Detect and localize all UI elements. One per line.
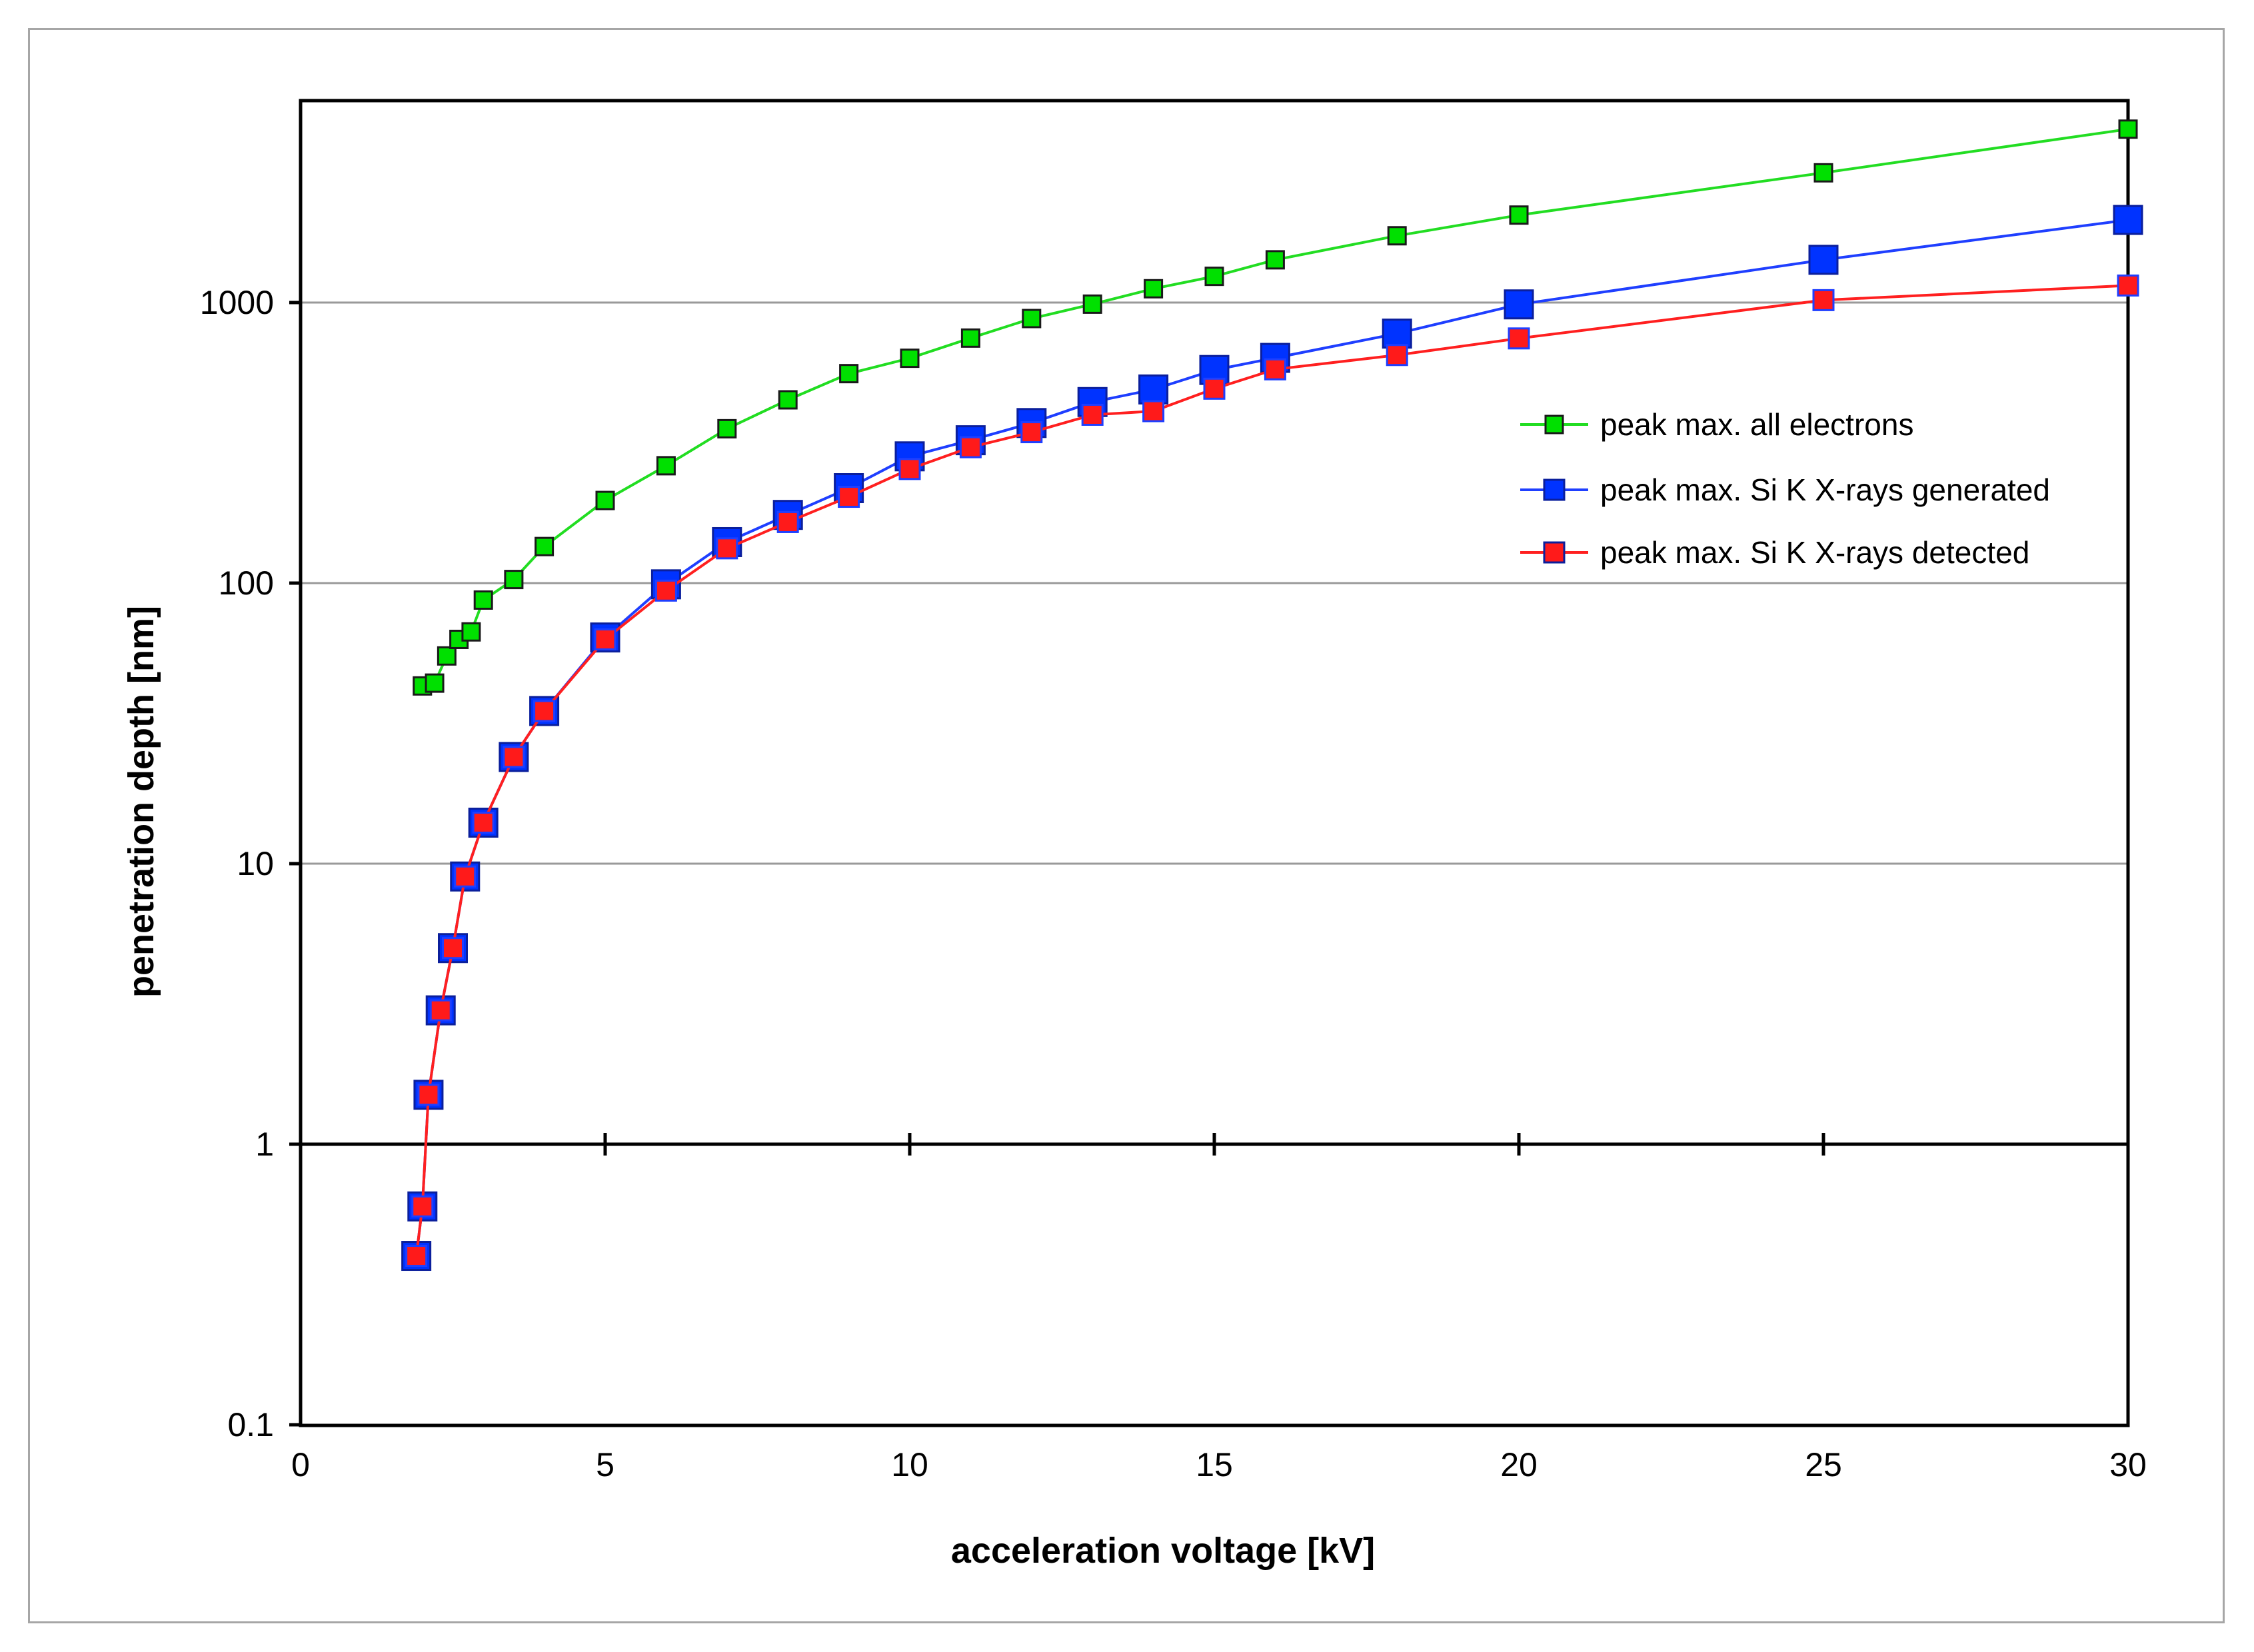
plot-border — [299, 99, 2130, 1427]
y-tick-label: 0.1 — [227, 1406, 274, 1443]
chart-frame: 0 5 10 15 20 25 30 0.1 1 10 100 1000 peak max. all … — [28, 28, 2225, 1623]
data-point — [535, 536, 555, 556]
data-point — [1509, 205, 1529, 225]
data-point — [959, 436, 982, 458]
data-point — [595, 490, 615, 510]
axes — [289, 99, 2130, 1427]
y-tick-label: 1000 — [200, 284, 274, 321]
data-point — [1382, 319, 1412, 349]
series-1 — [413, 119, 2138, 696]
data-point — [1204, 267, 1224, 287]
data-point — [417, 1084, 440, 1106]
x-tick-label: 15 — [1196, 1446, 1233, 1483]
data-point — [776, 510, 799, 533]
data-point — [1144, 279, 1164, 299]
series-3 — [405, 274, 2139, 1267]
data-point — [454, 865, 477, 888]
data-point — [838, 486, 860, 508]
data-point — [656, 456, 676, 476]
legend-marker — [1543, 478, 1566, 501]
data-point — [472, 811, 495, 834]
data-point — [1265, 250, 1285, 270]
data-point — [898, 458, 921, 480]
y-tick-label: 10 — [237, 845, 274, 882]
x-tick-label: 30 — [2109, 1446, 2147, 1483]
data-point — [503, 746, 525, 768]
data-point — [473, 590, 493, 610]
data-point — [2113, 205, 2143, 235]
data-point — [437, 646, 457, 666]
data-point — [1138, 374, 1169, 405]
x-tick-label: 5 — [596, 1446, 614, 1483]
legend-entry-3: peak max. Si K X-rays detected — [1520, 535, 2029, 570]
y-axis-title: penetration depth [nm] — [121, 606, 161, 998]
data-point — [716, 537, 738, 560]
data-point — [533, 700, 556, 722]
data-point — [1508, 327, 1530, 350]
data-point — [1812, 289, 1835, 311]
legend-entry-1: peak max. all electrons — [1520, 407, 1913, 442]
data-point — [839, 364, 859, 384]
data-point — [1203, 377, 1226, 400]
legend-entry-2: peak max. Si K X-rays generated — [1520, 472, 2050, 507]
data-point — [411, 1195, 434, 1218]
legend-marker — [1544, 414, 1564, 434]
data-point — [429, 999, 452, 1022]
data-point — [1808, 245, 1839, 275]
data-point — [2118, 119, 2138, 139]
data-point — [504, 570, 524, 590]
data-point — [654, 579, 677, 602]
x-tick-label: 25 — [1805, 1446, 1842, 1483]
data-point — [1387, 226, 1407, 246]
data-point — [1082, 294, 1102, 314]
data-point — [1020, 421, 1043, 444]
data-point — [461, 622, 481, 642]
y-tick-label: 1 — [255, 1126, 274, 1163]
legend-label: peak max. Si K X-rays generated — [1600, 472, 2050, 507]
data-point — [2117, 274, 2139, 297]
legend-label: peak max. Si K X-rays detected — [1600, 535, 2029, 570]
data-series — [401, 119, 2143, 1271]
legend: peak max. all electrons peak max. Si K X-… — [1520, 407, 2050, 570]
data-point — [425, 673, 445, 693]
x-tick-label: 20 — [1500, 1446, 1538, 1483]
data-point — [442, 937, 464, 960]
x-tick-label: 10 — [891, 1446, 928, 1483]
data-point — [1264, 358, 1286, 381]
data-point — [405, 1245, 428, 1267]
data-point — [960, 328, 980, 348]
legend-marker — [1543, 541, 1566, 564]
data-point — [717, 418, 737, 438]
data-point — [1386, 344, 1408, 367]
x-axis-title: acceleration voltage [kV] — [951, 1531, 1375, 1571]
data-point — [1504, 289, 1534, 320]
tick-labels: 0 5 10 15 20 25 30 0.1 1 10 100 1000 — [200, 284, 2147, 1483]
data-point — [594, 628, 616, 650]
data-point — [900, 349, 920, 369]
data-point — [1081, 403, 1104, 426]
data-point — [778, 390, 798, 410]
data-point — [1142, 400, 1165, 422]
data-point — [1022, 309, 1042, 329]
x-tick-label: 0 — [291, 1446, 310, 1483]
data-point — [1813, 163, 1833, 183]
chart-plot: 0 5 10 15 20 25 30 0.1 1 10 100 1000 peak max. all … — [121, 99, 2147, 1571]
legend-label: peak max. all electrons — [1600, 407, 1913, 442]
y-tick-label: 100 — [219, 564, 274, 602]
